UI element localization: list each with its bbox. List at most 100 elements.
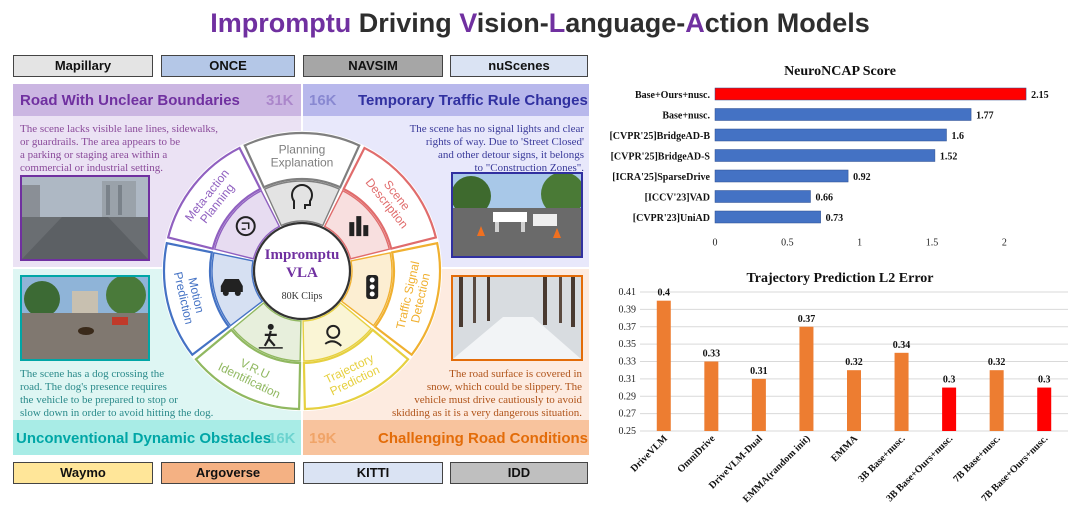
- value-label: 1.6: [951, 131, 964, 142]
- dataset-argoverse: Argoverse: [161, 462, 295, 484]
- bar: [847, 370, 861, 431]
- head-icon: [291, 184, 313, 209]
- quadrant-tl-band: [13, 84, 301, 116]
- title-part: A: [685, 8, 705, 38]
- bar: [714, 108, 972, 121]
- wheel-center-title: Impromptu: [265, 247, 340, 263]
- category-label: EMMA: [829, 433, 860, 464]
- bar: [714, 210, 821, 224]
- wheel-inner-segment: [231, 302, 302, 362]
- value-label: 1.52: [940, 152, 958, 163]
- quadrant-tr-band: [303, 84, 589, 116]
- scene-photo-snow-road: [451, 275, 583, 361]
- value-label: 2.15: [1031, 90, 1049, 101]
- category-label: 7B Base+nusc.: [951, 433, 1003, 485]
- title-part: anguage-: [565, 8, 686, 38]
- wheel-segment: [342, 146, 438, 250]
- quadrant-tr-title: Temporary Traffic Rule Changes: [358, 92, 588, 109]
- bar: [751, 378, 766, 431]
- quadrant-tr-count: 16K: [309, 92, 337, 109]
- category-label: Base+nusc.: [662, 111, 710, 122]
- value-label: 0.92: [853, 172, 871, 183]
- title-part: ction Models: [704, 8, 870, 38]
- x-tick-label: 1.5: [926, 238, 939, 249]
- wheel-label: Explanation: [271, 156, 334, 170]
- dataset-navsim: NAVSIM: [303, 55, 443, 77]
- bar: [799, 326, 814, 431]
- bar: [894, 352, 909, 431]
- quadrant-bl-count: 16K: [268, 430, 296, 447]
- scene-photo-road-closed: [451, 172, 585, 258]
- bar: [714, 149, 936, 162]
- category-label: Base+Ours+nusc.: [635, 90, 711, 101]
- city-icon: [349, 216, 369, 237]
- quadrant-tr-description: The scene has no signal lights and clear…: [409, 123, 584, 174]
- l2-error-chart: 0.41 0.39 0.37 0.35 0.33 0.31 0.29 0.27 0.25 0.4 D…: [619, 287, 1068, 505]
- bar: [714, 87, 1027, 101]
- x-tick-label: 2: [1002, 238, 1007, 249]
- bar: [989, 370, 1004, 431]
- wheel-inner-segment: [213, 189, 281, 260]
- quadrant-br-band: [303, 420, 589, 455]
- y-tick-label: 0.35: [619, 339, 637, 350]
- wheel-center-subtitle: 80K Clips: [282, 291, 323, 302]
- y-tick-label: 0.29: [619, 391, 637, 402]
- value-label: 0.4: [658, 288, 671, 299]
- capability-wheel: PlanningExplanationSceneDescriptionTraff…: [162, 131, 442, 411]
- title-part: ision-: [476, 8, 549, 38]
- y-tick-label: 0.33: [619, 357, 637, 368]
- bar: [714, 190, 811, 203]
- value-label: 0.32: [988, 357, 1006, 368]
- quadrant-tl-title: Road With Unclear Boundaries: [20, 92, 240, 109]
- bar: [704, 361, 719, 431]
- wheel-inner-segment: [302, 302, 373, 362]
- page-title: Impromptu Driving Vision-Language-Action…: [0, 8, 1080, 39]
- dataset-nuscenes: nuScenes: [450, 55, 588, 77]
- quadrant-tl-count: 31K: [266, 92, 294, 109]
- wheel-segment: [243, 131, 361, 189]
- value-label: 0.32: [845, 357, 863, 368]
- bar: [714, 128, 947, 142]
- pedestrian-icon: [258, 323, 283, 349]
- y-tick-label: 0.27: [619, 409, 637, 420]
- category-label: OmniDrive: [676, 433, 718, 475]
- y-tick-label: 0.25: [619, 426, 637, 437]
- category-label: [ICRA'25]SparseDrive: [612, 172, 710, 183]
- value-label: 0.31: [750, 366, 768, 377]
- neuroncap-chart: Base+Ours+nusc. 2.15 Base+nusc. 1.77 [CVPR'2…: [609, 87, 1049, 249]
- wheel-segment: [302, 328, 410, 411]
- quadrant-br-count: 19K: [309, 430, 337, 447]
- scene-photo-unclear-road: [20, 175, 150, 261]
- wheel-segment: [166, 146, 262, 250]
- wheel-segment: [162, 241, 231, 357]
- bar: [942, 387, 957, 431]
- bar: [656, 300, 671, 431]
- title-part: Driving: [351, 8, 460, 38]
- wheel-inner-segment: [263, 180, 341, 227]
- category-label: [CVPR'25]BridgeAD-B: [609, 131, 710, 142]
- quadrant-bl-title: Unconventional Dynamic Obstacles: [16, 430, 272, 447]
- wheel-segment: [373, 241, 442, 357]
- value-label: 0.3: [943, 375, 956, 386]
- wheel-label: Planning: [279, 143, 326, 157]
- wheel-center-title: VLA: [286, 265, 318, 281]
- quadrant-br-description: The road surface is covered in snow, whic…: [391, 368, 582, 419]
- chart2-title: Trajectory Prediction L2 Error: [746, 271, 934, 286]
- category-label: 3B Base+nusc.: [856, 433, 908, 485]
- value-label: 0.66: [815, 193, 833, 204]
- dataset-idd: IDD: [450, 462, 588, 484]
- category-label: [ICCV'23]VAD: [645, 193, 710, 204]
- route-icon: [324, 324, 342, 347]
- scene-photo-dog-crossing: [20, 275, 150, 361]
- x-tick-label: 0.5: [781, 238, 794, 249]
- title-part: L: [548, 8, 566, 38]
- y-tick-label: 0.39: [619, 304, 637, 315]
- value-label: 0.34: [893, 340, 911, 351]
- dataset-kitti: KITTI: [303, 462, 443, 484]
- chart1-title: NeuroNCAP Score: [784, 64, 896, 79]
- x-tick-label: 0: [713, 238, 718, 249]
- category-label: DriveVLM: [629, 433, 671, 475]
- title-part: Impromptu: [210, 8, 352, 38]
- wheel-segment: [194, 328, 302, 411]
- dataset-mapillary: Mapillary: [13, 55, 153, 77]
